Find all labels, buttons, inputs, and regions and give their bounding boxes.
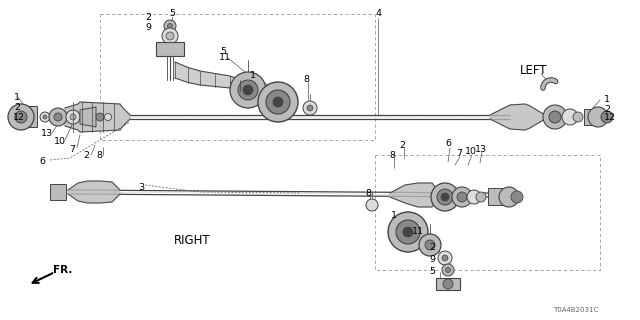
Circle shape xyxy=(96,113,104,121)
Text: 9: 9 xyxy=(145,23,151,33)
Circle shape xyxy=(168,23,173,28)
Text: 2: 2 xyxy=(145,13,151,22)
Circle shape xyxy=(43,115,47,119)
Circle shape xyxy=(499,187,519,207)
Polygon shape xyxy=(68,181,120,203)
Text: 6: 6 xyxy=(39,157,45,166)
Text: FR.: FR. xyxy=(53,265,73,275)
Text: 2: 2 xyxy=(14,102,20,111)
Circle shape xyxy=(425,240,435,250)
Text: RIGHT: RIGHT xyxy=(173,234,211,246)
Circle shape xyxy=(273,97,283,107)
Polygon shape xyxy=(175,62,240,91)
Text: 11: 11 xyxy=(219,52,231,61)
Text: 5: 5 xyxy=(169,9,175,18)
Circle shape xyxy=(15,111,27,123)
Text: 2: 2 xyxy=(83,151,89,161)
Circle shape xyxy=(476,192,486,202)
Text: 1: 1 xyxy=(14,92,20,101)
Text: 10: 10 xyxy=(54,137,66,146)
Circle shape xyxy=(511,191,523,203)
Circle shape xyxy=(549,111,561,123)
Circle shape xyxy=(573,112,583,122)
Circle shape xyxy=(238,80,258,100)
Text: 5: 5 xyxy=(429,268,435,276)
Circle shape xyxy=(230,72,266,108)
Polygon shape xyxy=(65,102,130,132)
Bar xyxy=(156,42,184,56)
Text: 3: 3 xyxy=(138,182,144,191)
Bar xyxy=(584,109,599,125)
Circle shape xyxy=(266,90,290,114)
Circle shape xyxy=(307,105,313,111)
Text: 13: 13 xyxy=(475,145,487,154)
Bar xyxy=(488,188,505,205)
Polygon shape xyxy=(490,104,545,130)
Circle shape xyxy=(166,32,174,40)
Text: 1: 1 xyxy=(250,70,256,79)
Circle shape xyxy=(366,199,378,211)
Circle shape xyxy=(452,187,472,207)
Circle shape xyxy=(442,264,454,276)
Circle shape xyxy=(396,220,420,244)
Polygon shape xyxy=(390,183,440,207)
Circle shape xyxy=(243,85,253,95)
Circle shape xyxy=(258,82,298,122)
Circle shape xyxy=(8,104,34,130)
Circle shape xyxy=(66,110,80,124)
Text: 2: 2 xyxy=(429,243,435,252)
Circle shape xyxy=(54,113,62,121)
Circle shape xyxy=(388,212,428,252)
Text: 1: 1 xyxy=(391,212,397,220)
Circle shape xyxy=(445,268,451,273)
Bar xyxy=(20,106,37,127)
Text: 12: 12 xyxy=(13,113,25,122)
Circle shape xyxy=(419,234,441,256)
Text: 5: 5 xyxy=(220,47,226,57)
Circle shape xyxy=(70,114,76,120)
Text: T0A4B2031C: T0A4B2031C xyxy=(553,307,598,313)
Circle shape xyxy=(431,183,459,211)
Text: 1: 1 xyxy=(604,95,610,105)
Text: 12: 12 xyxy=(604,114,616,123)
Circle shape xyxy=(164,20,176,32)
Circle shape xyxy=(441,193,449,201)
Text: 8: 8 xyxy=(303,76,309,84)
Bar xyxy=(436,278,460,290)
Text: 6: 6 xyxy=(445,140,451,148)
Text: 4: 4 xyxy=(375,9,381,18)
Circle shape xyxy=(40,112,50,122)
Text: 7: 7 xyxy=(69,145,75,154)
Polygon shape xyxy=(80,107,96,127)
Text: 11: 11 xyxy=(412,228,424,236)
Text: 8: 8 xyxy=(389,151,395,161)
Circle shape xyxy=(601,111,613,123)
Circle shape xyxy=(104,114,111,121)
Circle shape xyxy=(588,107,608,127)
Text: 13: 13 xyxy=(41,129,53,138)
Circle shape xyxy=(303,101,317,115)
Circle shape xyxy=(438,251,452,265)
Circle shape xyxy=(562,109,578,125)
Text: 2: 2 xyxy=(604,105,610,114)
Circle shape xyxy=(437,189,453,205)
Text: LEFT: LEFT xyxy=(520,63,547,76)
Circle shape xyxy=(467,190,481,204)
Text: 10: 10 xyxy=(465,147,477,156)
Circle shape xyxy=(403,227,413,237)
Circle shape xyxy=(457,192,467,202)
Text: 8: 8 xyxy=(96,151,102,161)
Circle shape xyxy=(443,279,453,289)
Text: 9: 9 xyxy=(429,254,435,263)
Text: 8: 8 xyxy=(365,188,371,197)
Circle shape xyxy=(49,108,67,126)
Text: 2: 2 xyxy=(399,141,405,150)
Circle shape xyxy=(442,255,448,261)
Circle shape xyxy=(162,28,178,44)
Text: 7: 7 xyxy=(456,149,462,158)
Bar xyxy=(50,184,66,200)
Circle shape xyxy=(543,105,567,129)
